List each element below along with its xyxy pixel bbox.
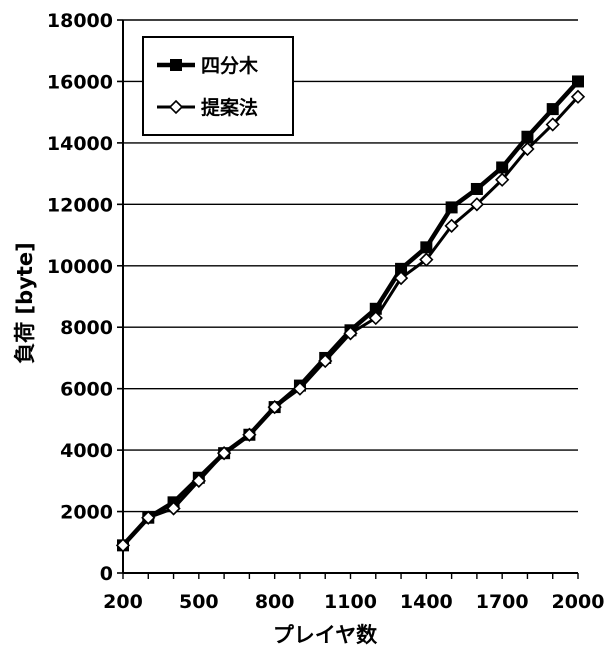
square-data-point — [546, 103, 559, 116]
diamond-data-point — [570, 89, 586, 104]
x-axis-title: プレイヤ数 — [273, 623, 378, 647]
legend-box — [142, 36, 294, 136]
series-group — [115, 75, 586, 553]
diamond-data-point — [393, 270, 409, 286]
y-tick-label: 4000 — [60, 440, 113, 462]
diamond-data-point — [444, 218, 459, 233]
y-tick-label: 14000 — [47, 133, 113, 155]
legend-square-icon — [170, 59, 182, 71]
y-tick-labels: 0 2000 4000 6000 8000 10000 12000 14000 16000 180… — [47, 10, 113, 585]
grid-lines — [123, 19, 578, 513]
diamond-data-point — [267, 399, 282, 415]
y-axis-title: 負荷 [byte] — [13, 242, 37, 364]
square-data-point — [445, 201, 458, 214]
legend-label: 四分木 — [201, 54, 259, 77]
x-tick-label: 1400 — [400, 591, 453, 613]
y-tick-label: 18000 — [47, 10, 113, 32]
diamond-data-point — [141, 510, 156, 525]
y-tick-label: 8000 — [60, 317, 113, 339]
y-tick-label: 6000 — [60, 379, 113, 401]
diamond-data-point — [292, 381, 308, 396]
diamond-data-point — [419, 252, 434, 267]
square-data-point — [470, 182, 483, 195]
series-2 — [115, 89, 586, 553]
x-tick-labels: 200 500 800 1100 1400 1700 2000 — [103, 591, 604, 613]
y-tick-label: 16000 — [47, 71, 113, 93]
square-data-point — [521, 130, 534, 143]
diamond-data-point — [318, 353, 333, 369]
legend-entry: 四分木 — [157, 54, 259, 77]
x-tick-label: 2000 — [552, 591, 605, 613]
square-data-point — [496, 161, 509, 174]
series-line — [121, 79, 580, 547]
legend-diamond-icon — [168, 99, 184, 115]
y-tick-label: 2000 — [60, 502, 113, 524]
axes — [117, 19, 579, 579]
x-tick-label: 200 — [103, 591, 143, 613]
series-line — [121, 95, 580, 547]
diamond-data-point — [368, 310, 383, 326]
legend-entry: 提案法 — [157, 96, 258, 119]
diamond-data-point — [216, 446, 232, 461]
diamond-data-point — [520, 141, 535, 157]
diamond-data-point — [343, 326, 358, 341]
diamond-data-point — [115, 538, 131, 553]
x-tick-label: 1700 — [476, 591, 529, 613]
square-data-point — [572, 75, 584, 88]
diamond-data-point — [469, 197, 485, 212]
x-tick-label: 500 — [179, 591, 219, 613]
x-tick-label: 800 — [255, 591, 295, 613]
y-tick-label: 12000 — [47, 194, 113, 216]
legend-label: 提案法 — [201, 96, 258, 119]
square-data-point — [395, 262, 408, 275]
y-tick-label: 0 — [100, 563, 113, 585]
diamond-data-point — [495, 172, 510, 187]
diamond-data-point — [545, 117, 560, 132]
x-tick-label: 1100 — [324, 591, 377, 613]
diamond-data-point — [242, 427, 257, 442]
square-data-point — [420, 241, 433, 254]
y-tick-label: 10000 — [47, 256, 113, 278]
series-1 — [117, 75, 584, 552]
diamond-data-point — [191, 473, 206, 488]
diamond-data-point — [166, 501, 181, 516]
